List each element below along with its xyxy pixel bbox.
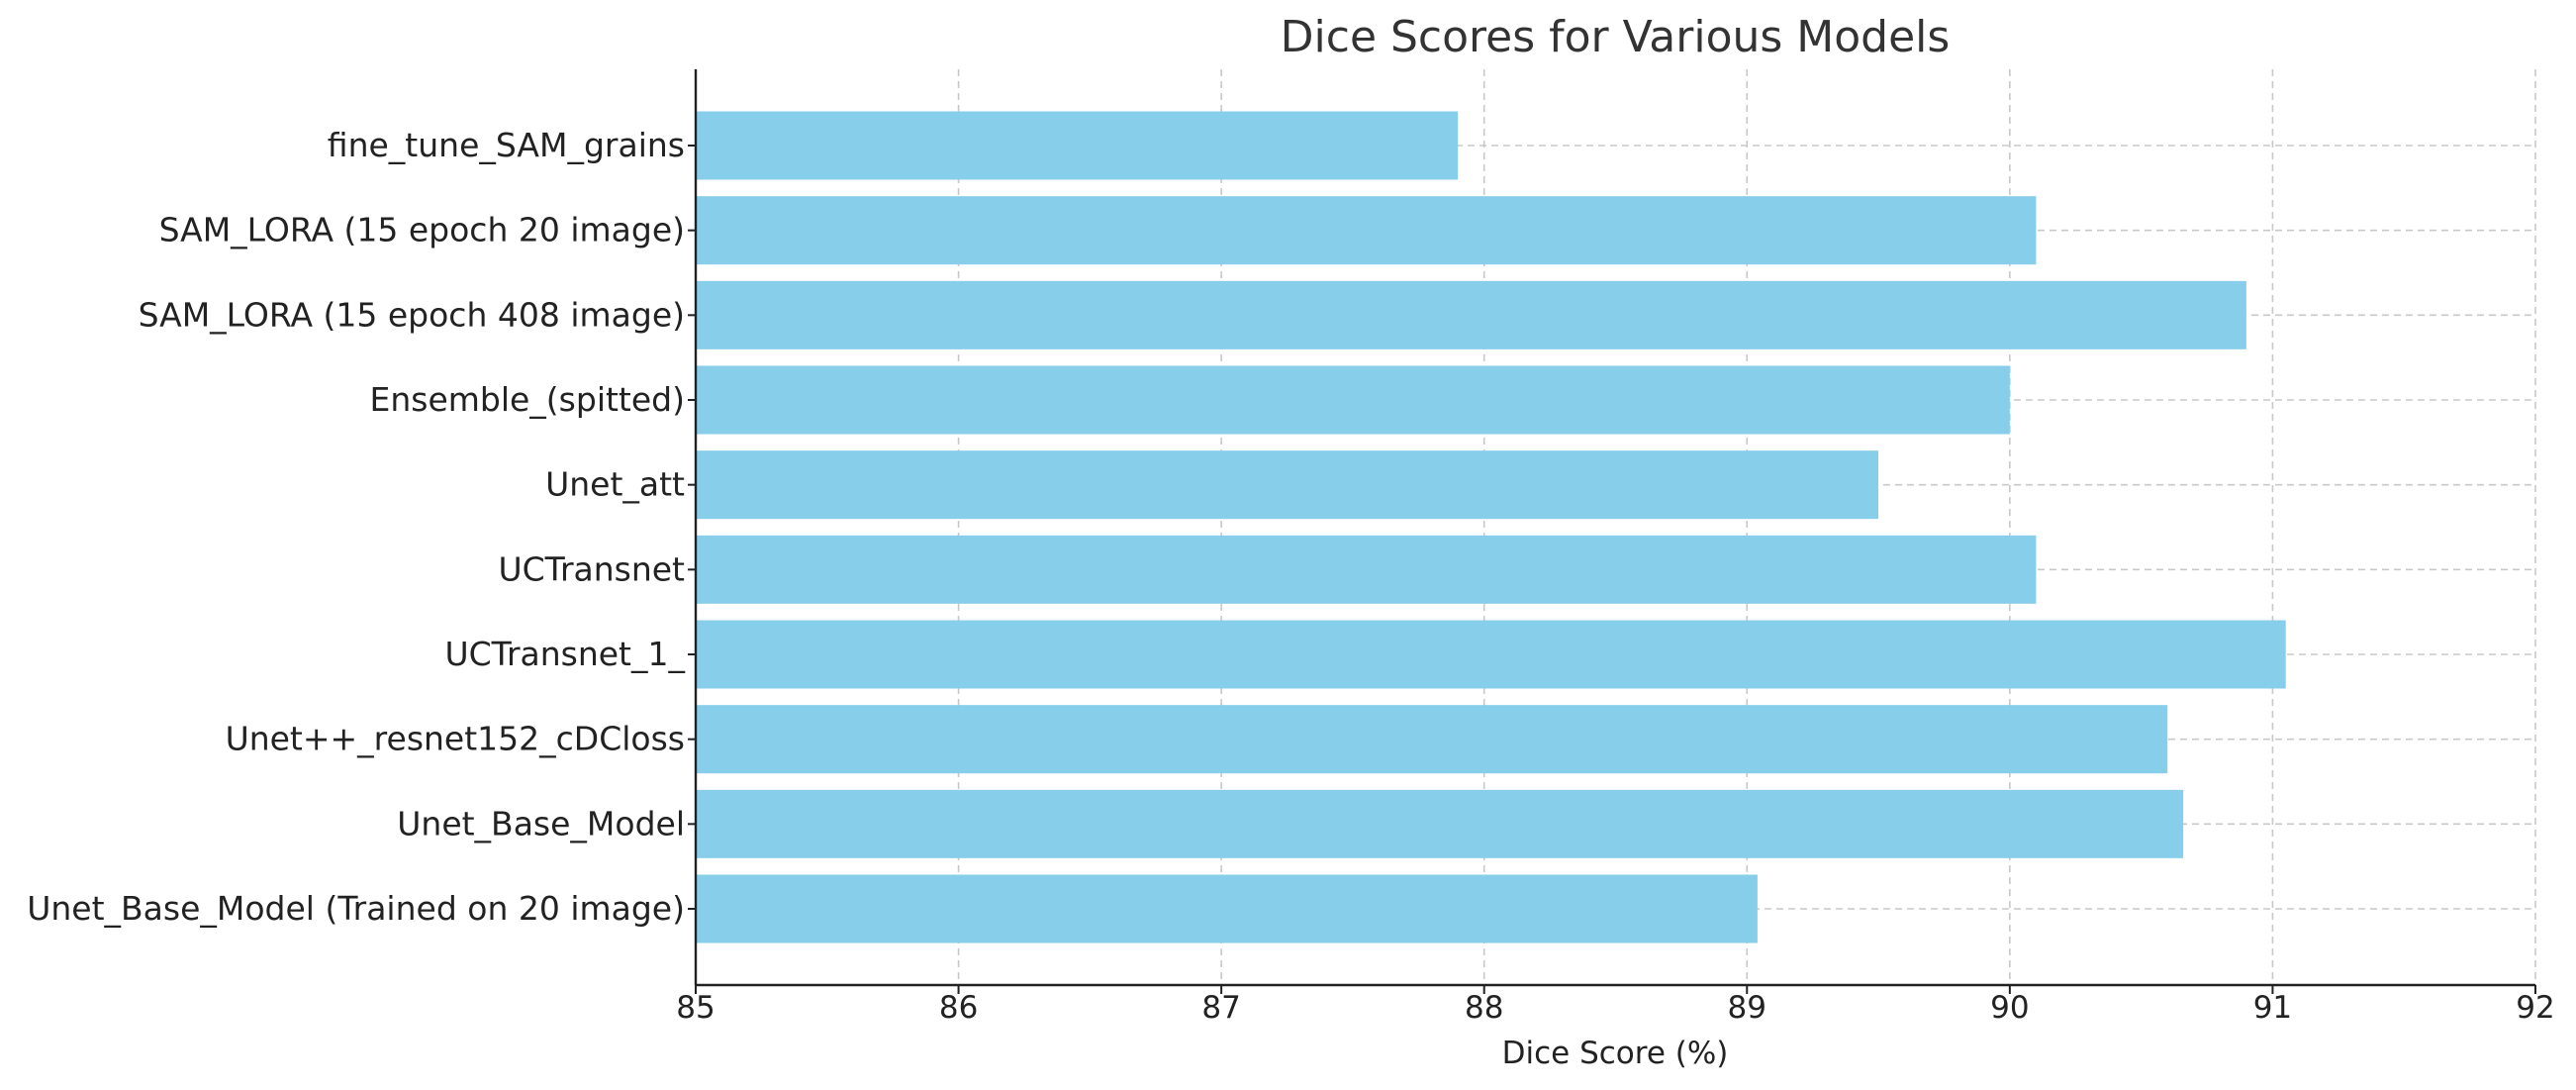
bar [696,111,1459,180]
y-category-label: UCTransnet_1_ [444,635,685,673]
bar [696,789,2184,858]
bar [696,535,2037,604]
axes [688,69,2535,987]
x-tick-label: 87 [1201,990,1240,1026]
x-tick-label: 85 [676,990,715,1026]
bar [696,874,1758,943]
y-category-labels: fine_tune_SAM_grains SAM_LORA (15 epoch 2… [27,126,685,928]
y-category-label: SAM_LORA (15 epoch 20 image) [159,211,685,249]
x-tick-label: 90 [1990,990,2029,1026]
x-tick-label: 86 [939,990,978,1026]
y-category-label: Unet_Base_Model (Trained on 20 image) [27,889,685,928]
x-tick-label: 89 [1728,990,1766,1026]
y-category-label: SAM_LORA (15 epoch 408 image) [139,295,685,334]
x-axis-label: Dice Score (%) [1502,1036,1729,1071]
bar [696,365,2010,435]
bar [696,450,1879,520]
chart-title: Dice Scores for Various Models [1281,12,1951,62]
x-ticks: 85 86 87 88 89 90 91 92 [676,985,2555,1026]
y-category-label: Ensemble_(spitted) [369,380,685,419]
y-category-label: Unet++_resnet152_cDCloss [226,720,685,758]
y-category-label: fine_tune_SAM_grains [328,126,685,164]
bar [696,705,2168,774]
y-category-label: Unet_att [545,465,685,504]
x-tick-label: 88 [1465,990,1503,1026]
y-category-label: Unet_Base_Model [397,804,685,842]
x-tick-label: 92 [2516,990,2554,1026]
x-tick-label: 91 [2253,990,2292,1026]
y-category-label: UCTransnet [498,549,685,588]
bar [696,196,2037,265]
bar [696,620,2286,689]
bars [696,111,2286,943]
bar [696,280,2246,349]
